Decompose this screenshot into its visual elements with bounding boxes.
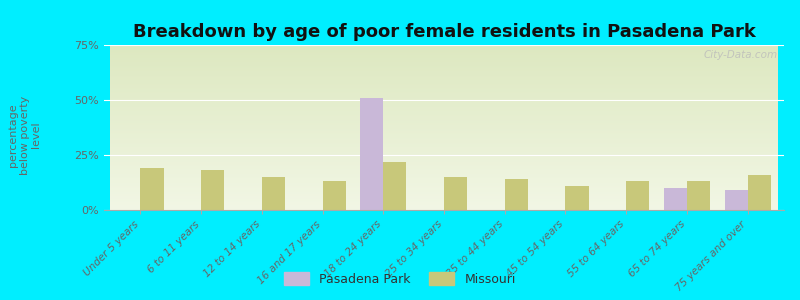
Bar <box>141 168 163 210</box>
Bar <box>687 182 710 210</box>
Bar <box>360 98 383 210</box>
Legend: Pasadena Park, Missouri: Pasadena Park, Missouri <box>279 267 521 291</box>
Bar <box>383 162 406 210</box>
Bar <box>747 175 770 210</box>
Title: Breakdown by age of poor female residents in Pasadena Park: Breakdown by age of poor female resident… <box>133 23 755 41</box>
Bar <box>566 186 589 210</box>
Bar <box>725 190 747 210</box>
Bar <box>201 170 224 210</box>
Bar <box>262 177 285 210</box>
Bar <box>664 188 687 210</box>
Bar <box>505 179 528 210</box>
Bar <box>322 182 346 210</box>
Text: City-Data.com: City-Data.com <box>703 50 778 60</box>
Bar <box>444 177 467 210</box>
Text: percentage
below poverty
level: percentage below poverty level <box>8 95 42 175</box>
Bar <box>626 182 650 210</box>
